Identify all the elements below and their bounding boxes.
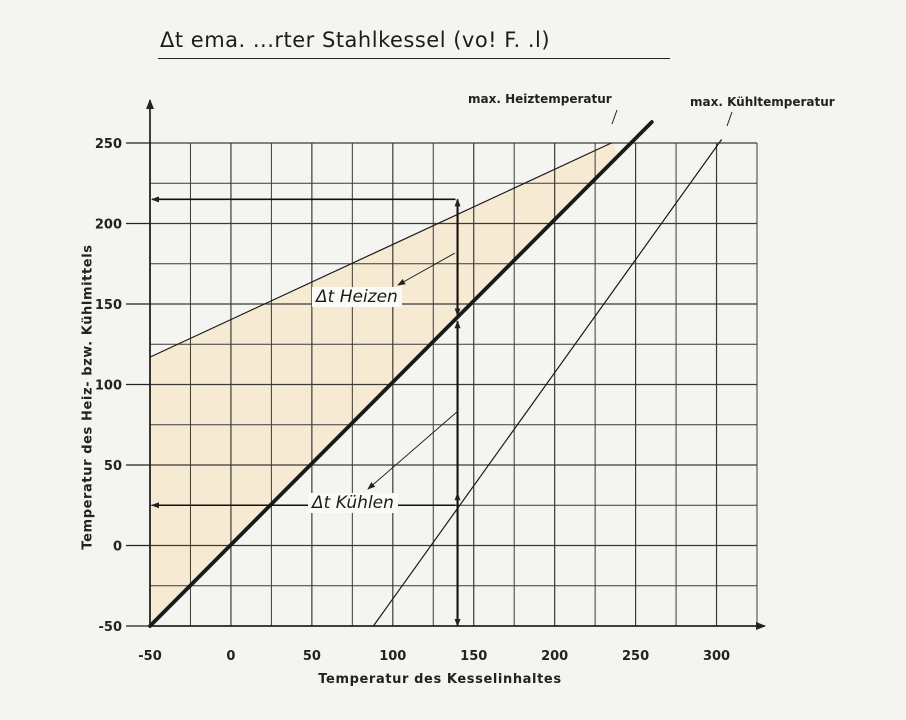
x-tick-label: 250: [622, 649, 649, 664]
legend-max-kuehltemperatur: max. Kühltemperatur: [690, 95, 835, 109]
series-max-kuehltemperatur: [372, 139, 722, 627]
x-axis-label: Temperatur des Kesselinhaltes: [318, 672, 562, 687]
y-tick-label: 200: [95, 218, 122, 233]
pointer-heizen: [397, 252, 456, 286]
title-underline: [158, 58, 670, 59]
x-tick-label: 300: [703, 649, 730, 664]
series-max-heiztemperatur: [149, 142, 612, 358]
y-tick-label: 150: [95, 298, 122, 313]
y-tick-label: 100: [95, 379, 122, 394]
x-tick-label: 200: [541, 649, 568, 664]
y-tick-label: -50: [99, 620, 123, 635]
x-tick-label: 100: [379, 649, 406, 664]
legend-max-heiztemperatur: max. Heiztemperatur: [468, 92, 612, 106]
y-axis-label: Temperatur des Heiz- bzw. Kühlmittels: [80, 244, 96, 550]
x-tick-label: 50: [303, 649, 321, 664]
x-tick-label: 150: [460, 649, 487, 664]
y-tick-label: 50: [104, 459, 122, 474]
series-diagonal: [148, 120, 654, 628]
leader-kuehltemperatur: [726, 111, 733, 127]
x-tick-label: 0: [226, 649, 235, 664]
annotation-dt-heizen: Δt Heizen: [312, 287, 402, 307]
pointer-kuehlen: [367, 410, 459, 490]
x-tick-label: -50: [138, 649, 162, 664]
leader-heiztemperatur: [611, 109, 618, 125]
chart-title: Δt ema. ...rter Stahlkessel (vo! F. .l): [160, 28, 551, 52]
y-tick-label: 0: [113, 540, 122, 555]
annotation-dt-kuehlen: Δt Kühlen: [308, 493, 398, 513]
y-tick-label: 250: [95, 137, 122, 152]
